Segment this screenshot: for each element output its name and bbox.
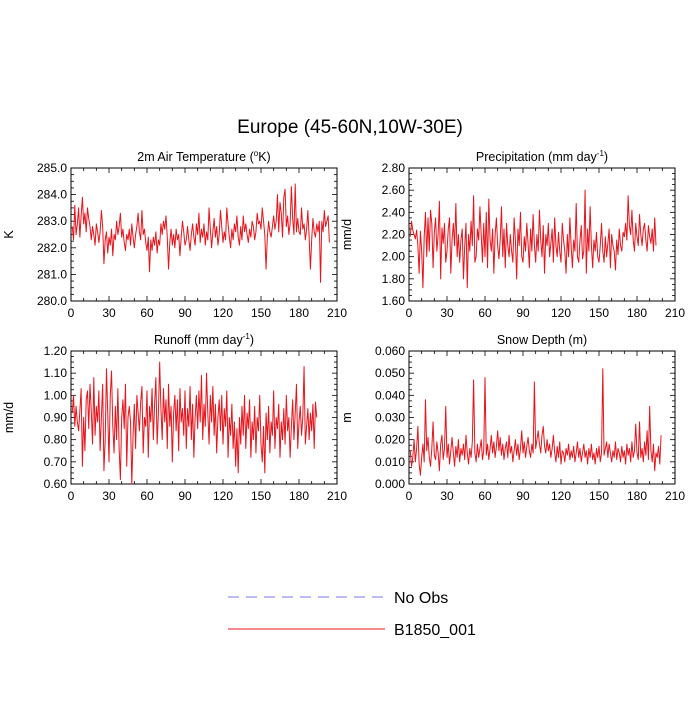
legend-label-no-obs: No Obs: [394, 590, 448, 607]
temp-ylabel: K: [2, 230, 16, 239]
precip-ylabel: mm/d: [340, 219, 354, 250]
panel-runoff: Runoff (mm day-1) mm/d 0 30 60 90 120 150 180 210…: [2, 332, 347, 503]
temp-ytick-label: 283.0: [37, 214, 67, 228]
snow-xtick-label: 0: [406, 489, 413, 503]
figure-title: Europe (45-60N,10W-30E): [237, 117, 463, 138]
precip-xtick-label: 0: [406, 306, 413, 320]
runoff-title-suffix: ): [250, 333, 254, 347]
temp-xtick-label: 90: [178, 306, 192, 320]
runoff-xtick-label: 30: [102, 489, 116, 503]
precip-title-main: Precipitation (mm day: [476, 150, 598, 164]
temp-ytick-label: 284.0: [37, 188, 67, 202]
precip-ytick-label: 2.00: [382, 250, 406, 264]
runoff-ytick-label: 1.00: [44, 388, 68, 402]
snow-xtick-label: 90: [516, 489, 530, 503]
snow-xtick-label: 180: [627, 489, 647, 503]
snow-ytick-label: 0.040: [375, 388, 405, 402]
panel-temp: 2m Air Temperature (oK) K 0 30 60 90 120 150 180…: [2, 149, 347, 320]
runoff-xtick-label: 120: [213, 489, 233, 503]
temp-title-superscript: o: [254, 149, 259, 158]
snow-plot-frame: [408, 350, 676, 485]
temp-xtick-label: 150: [251, 306, 271, 320]
precip-xtick-label: 120: [551, 306, 571, 320]
temp-xtick-label: 120: [213, 306, 233, 320]
snow-ytick-label: 0.050: [375, 366, 405, 380]
temp-xtick-label: 180: [289, 306, 309, 320]
precip-xtick-label: 180: [627, 306, 647, 320]
precip-xtick-label: 60: [478, 306, 492, 320]
runoff-xtick-label: 90: [178, 489, 192, 503]
precip-ytick-label: 2.80: [382, 161, 406, 175]
snow-xtick-label: 210: [665, 489, 685, 503]
temp-ytick-label: 282.0: [37, 241, 67, 255]
runoff-title-main: Runoff (mm day: [154, 333, 243, 347]
temp-xtick-label: 210: [327, 306, 347, 320]
temp-title-suffix: K): [258, 150, 271, 164]
temp-xtick-label: 30: [102, 306, 116, 320]
runoff-xtick-label: 0: [68, 489, 75, 503]
snow-xtick-label: 150: [589, 489, 609, 503]
temp-title-main: 2m Air Temperature (: [137, 150, 254, 164]
runoff-xtick-label: 180: [289, 489, 309, 503]
runoff-ytick-label: 0.60: [44, 477, 68, 491]
precip-xtick-label: 150: [589, 306, 609, 320]
snow-ytick-label: 0.030: [375, 411, 405, 425]
precip-title: Precipitation (mm day-1): [476, 149, 608, 164]
precip-series-line: [409, 189, 657, 289]
runoff-ytick-label: 0.70: [44, 455, 68, 469]
temp-ytick-label: 281.0: [37, 267, 67, 281]
runoff-xtick-label: 150: [251, 489, 271, 503]
runoff-ytick-label: 1.10: [44, 366, 68, 380]
temp-xtick-label: 0: [68, 306, 75, 320]
temp-title: 2m Air Temperature (oK): [137, 149, 270, 164]
runoff-ylabel: mm/d: [2, 402, 16, 433]
runoff-xtick-label: 60: [140, 489, 154, 503]
snow-ytick-label: 0.010: [375, 455, 405, 469]
legend-label-b1850-001: B1850_001: [394, 622, 476, 639]
precip-ytick-label: 1.60: [382, 294, 406, 308]
panels: 2m Air Temperature (oK) K 0 30 60 90 120 150 180…: [2, 149, 685, 503]
precip-xtick-label: 30: [440, 306, 454, 320]
snow-ytick-label: 0.020: [375, 433, 405, 447]
runoff-ytick-label: 0.90: [44, 411, 68, 425]
precip-title-suffix: ): [604, 150, 608, 164]
precip-ytick-label: 1.80: [382, 272, 406, 286]
runoff-title-superscript: -1: [243, 332, 251, 341]
precip-ytick-label: 2.40: [382, 205, 406, 219]
precip-ytick-label: 2.60: [382, 183, 406, 197]
runoff-series-line: [71, 361, 318, 485]
snow-xtick-label: 60: [478, 489, 492, 503]
panel-snow: Snow Depth (m) m 0 30 60 90 120 150 180 210 0.000 0…: [340, 333, 685, 503]
snow-title: Snow Depth (m): [497, 333, 587, 347]
temp-series-line: [71, 183, 330, 283]
snow-xtick-label: 120: [551, 489, 571, 503]
temp-ytick-label: 280.0: [37, 294, 67, 308]
snow-xtick-label: 30: [440, 489, 454, 503]
runoff-title: Runoff (mm day-1): [154, 332, 254, 347]
panel-precip: Precipitation (mm day-1) mm/d 0 30 60 90 120 15…: [340, 149, 685, 320]
snow-ytick-label: 0.000: [375, 477, 405, 491]
snow-series-line: [409, 368, 662, 476]
temp-ytick-label: 285.0: [37, 161, 67, 175]
snow-ytick-label: 0.060: [375, 344, 405, 358]
precip-xtick-label: 90: [516, 306, 530, 320]
precip-xtick-label: 210: [665, 306, 685, 320]
runoff-xtick-label: 210: [327, 489, 347, 503]
snow-title-main: Snow Depth (m): [497, 333, 587, 347]
runoff-ytick-label: 1.20: [44, 344, 68, 358]
legend: No Obs B1850_001: [228, 590, 476, 639]
precip-ytick-label: 2.20: [382, 228, 406, 242]
temp-xtick-label: 60: [140, 306, 154, 320]
precip-title-superscript: -1: [597, 149, 605, 158]
snow-ylabel: m: [340, 412, 354, 422]
runoff-ytick-label: 0.80: [44, 433, 68, 447]
